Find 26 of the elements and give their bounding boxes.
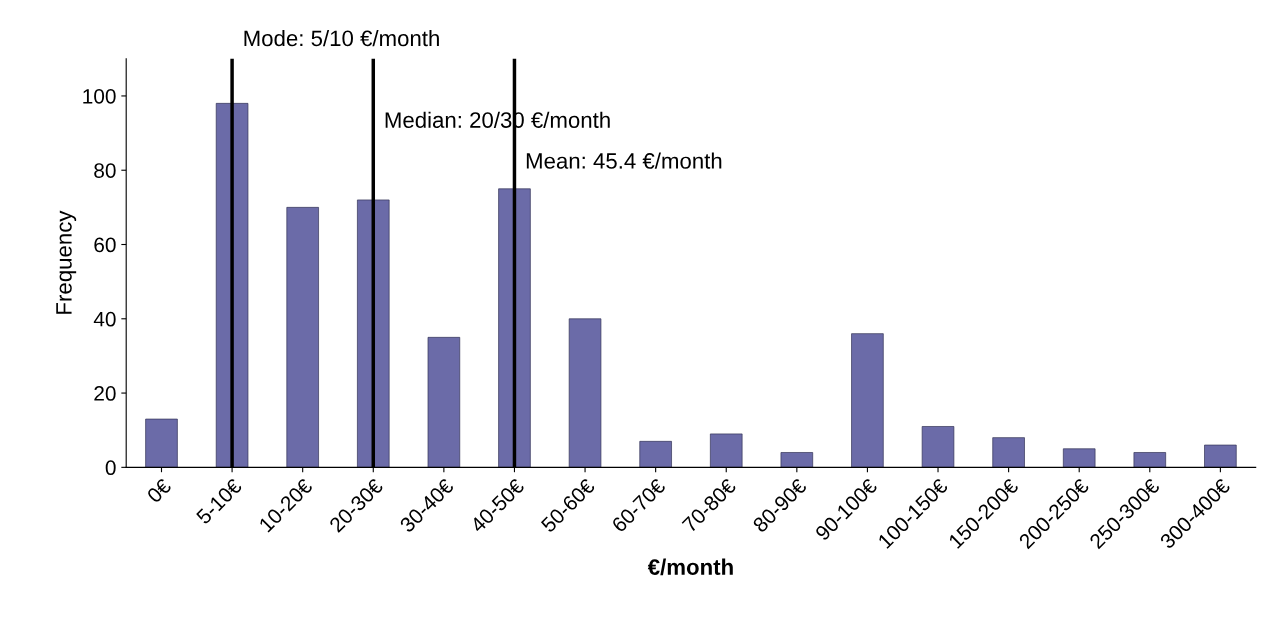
bar [992,437,1025,468]
ref-line-label: Mode: 5/10 €/month [244,29,439,47]
bar [286,207,319,468]
y-tick-label: 60 [94,237,116,253]
bar [1204,444,1237,468]
x-axis-title: €/month [647,558,733,576]
bar [921,426,955,468]
y-tick-label: 40 [93,311,116,327]
ref-line-label: Mean: 45.4 €/month [526,152,722,169]
bar [568,318,602,468]
y-tick-label: 0 [105,460,116,476]
bar [1133,452,1167,468]
x-tick-label: 0€ [146,477,173,504]
y-tick-label: 100 [83,88,116,104]
y-tick-label: 80 [94,163,116,178]
bar [851,333,884,468]
y-tick-label: 20 [94,386,116,401]
bar [780,452,814,468]
bar [145,418,178,468]
bar [357,199,390,468]
bar [1062,448,1096,468]
bar [639,441,672,468]
y-axis-title: Frequency [56,210,77,314]
bar [427,337,461,468]
bar [498,188,531,468]
bar [710,433,743,468]
